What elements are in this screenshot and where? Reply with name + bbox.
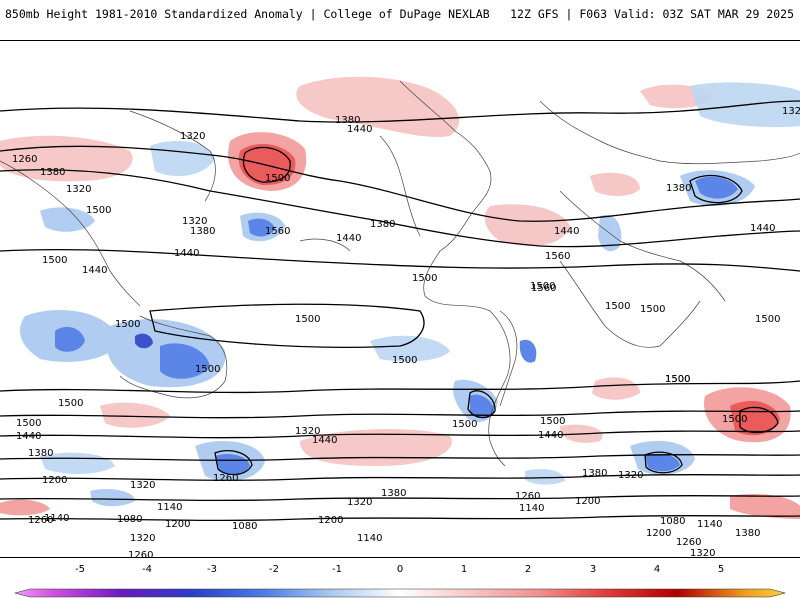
contour-label: 1200 [575, 496, 600, 507]
colorbar-tick: 5 [717, 564, 725, 575]
contour-label: 1260 [128, 550, 153, 559]
contour-label: 1140 [357, 533, 382, 544]
contour-label: 1500 [530, 281, 555, 292]
contour-label: 1380 [735, 528, 760, 539]
contour-label: 1440 [554, 226, 579, 237]
contour-label: 1140 [697, 519, 722, 530]
contour-label: 1440 [312, 435, 337, 446]
contour-label: 1200 [165, 519, 190, 530]
contour-label: 1200 [42, 475, 67, 486]
contour-label: 1560 [265, 226, 290, 237]
colorbar-tick: -5 [75, 564, 85, 575]
height-contours [0, 100, 800, 522]
contour-label: 1260 [676, 537, 701, 548]
contour-label: 1140 [44, 513, 69, 524]
colorbar-tick: -2 [269, 564, 279, 575]
contour-label: 1200 [646, 528, 671, 539]
contour-label: 1380 [370, 219, 395, 230]
contour-label: 1440 [82, 265, 107, 276]
contour-label: 1320 [66, 184, 91, 195]
valid-time: 12Z GFS | F063 Valid: 03Z SAT MAR 29 202… [510, 7, 794, 21]
contour-label: 1080 [232, 521, 257, 532]
contour-label: 1380 [190, 226, 215, 237]
contour-label: 1380 [335, 115, 360, 126]
colorbar: -5 -4 -3 -2 -1 0 1 2 3 4 5 [0, 558, 800, 600]
contour-label: 1500 [640, 304, 665, 315]
colorbar-tick: 3 [589, 564, 597, 575]
contour-label: 1320 [180, 131, 205, 142]
contour-label: 1320 [690, 548, 715, 559]
map-panel: 1320 1380 1440 1260 1320 1500 1380 1320 … [0, 40, 800, 559]
contour-label: 1320 [782, 106, 800, 117]
contour-label: 1320 [618, 470, 643, 481]
contour-label: 1500 [540, 416, 565, 427]
map-title: 850mb Height 1981-2010 Standardized Anom… [5, 7, 490, 21]
contour-label: 1320 [347, 497, 372, 508]
contour-label: 1380 [28, 448, 53, 459]
contour-label: 1380 [381, 488, 406, 499]
coastlines [0, 80, 800, 467]
contour-label: 1500 [265, 173, 290, 184]
contour-label: 1260 [515, 491, 540, 502]
contour-label: 1500 [755, 314, 780, 325]
contour-label: 1320 [130, 533, 155, 544]
contour-label: 1080 [117, 514, 142, 525]
contour-label: 1440 [174, 248, 199, 259]
colorbar-tick: 4 [653, 564, 661, 575]
contour-label: 1500 [115, 319, 140, 330]
contour-label: 1500 [605, 301, 630, 312]
colorbar-tick: -1 [332, 564, 342, 575]
contour-label: 1500 [86, 205, 111, 216]
contour-label: 1140 [157, 502, 182, 513]
contour-label: 1380 [582, 468, 607, 479]
contour-label: 1260 [213, 473, 238, 484]
contour-label: 1140 [519, 503, 544, 514]
contour-label: 1560 [545, 251, 570, 262]
contour-label: 1560 [531, 283, 556, 294]
contour-label: 1260 [28, 515, 53, 526]
contour-label: 1440 [16, 431, 41, 442]
contour-label: 1500 [412, 273, 437, 284]
colorbar-tick: 1 [460, 564, 468, 575]
contour-label: 1500 [392, 355, 417, 366]
contour-label: 1500 [58, 398, 83, 409]
contour-label: 1500 [722, 414, 747, 425]
contour-label: 1080 [660, 516, 685, 527]
contour-label: 1500 [452, 419, 477, 430]
contour-label: 1500 [16, 418, 41, 429]
contour-label: 1440 [538, 430, 563, 441]
contour-label: 1500 [295, 314, 320, 325]
colorbar-tick: 0 [396, 564, 404, 575]
contour-label-group: 1320 1380 1440 1260 1320 1500 1380 1320 … [12, 106, 800, 559]
contour-label: 1380 [40, 167, 65, 178]
colorbar-tick: 2 [524, 564, 532, 575]
contour-label: 1260 [12, 154, 37, 165]
contour-label: 1440 [347, 124, 372, 135]
contour-label: 1380 [666, 183, 691, 194]
contour-label: 1500 [195, 364, 220, 375]
map-canvas: 1320 1380 1440 1260 1320 1500 1380 1320 … [0, 76, 800, 559]
contour-label: 1500 [665, 374, 690, 385]
contour-label: 1500 [42, 255, 67, 266]
contour-label: 1440 [336, 233, 361, 244]
colorbar-tick: -3 [207, 564, 217, 575]
contour-label: 1320 [130, 480, 155, 491]
header: 850mb Height 1981-2010 Standardized Anom… [0, 0, 800, 40]
contour-label: 1320 [182, 216, 207, 227]
contour-label: 1320 [295, 426, 320, 437]
contour-label: 1500 [665, 374, 690, 385]
colorbar-ramp [13, 588, 787, 598]
contour-label: 1440 [750, 223, 775, 234]
colorbar-tick: -4 [142, 564, 152, 575]
contour-label: 1200 [318, 515, 343, 526]
